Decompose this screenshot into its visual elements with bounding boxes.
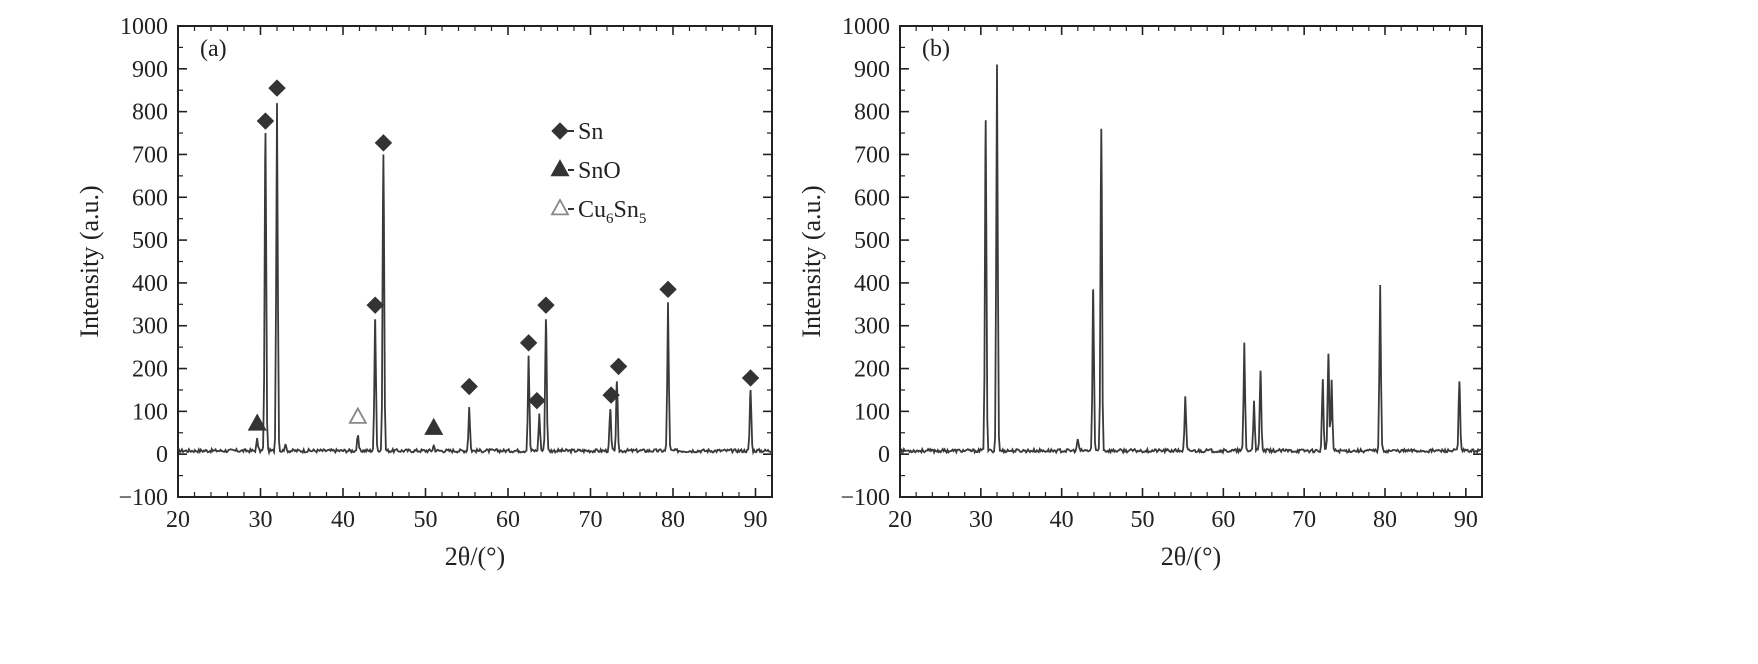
x-tick-label: 70	[1292, 507, 1316, 533]
xrd-pattern-line	[178, 103, 772, 456]
chart-panel-b: 20 30 40 50 60 70 80 90 −100 0 100 200 300 400 500 600 7…	[797, 14, 1483, 571]
y-tick-label: 300	[854, 314, 890, 340]
sn-peak-marker	[659, 280, 677, 299]
legend-sn-marker	[551, 122, 569, 140]
sn-peak-marker	[366, 296, 384, 314]
sn-peak-marker	[519, 334, 538, 352]
sn-peak-marker	[609, 357, 628, 376]
legend-label-part: 6	[606, 211, 614, 227]
legend-label: SnO	[578, 158, 621, 184]
y-tick-label: 800	[854, 100, 890, 126]
y-axis-label: Intensity (a.u.)	[797, 185, 826, 337]
sn-peak-marker	[537, 296, 555, 314]
sn-peak-marker	[460, 377, 478, 396]
y-tick-label: −100	[118, 485, 168, 511]
sn-peak-marker	[374, 134, 393, 152]
y-tick-label: 0	[156, 442, 168, 468]
sno-peak-marker	[424, 417, 444, 435]
legend-label-part: Cu	[578, 197, 606, 223]
legend-label-part: Sn	[614, 197, 639, 223]
y-tick-label: 1000	[120, 14, 168, 40]
legend-label-part: 5	[639, 211, 647, 227]
chart-panel-a: 20 30 40 50 60 70 80 90 −100 0 100 200 300 400 500 600 7…	[75, 14, 773, 571]
panel-label: (a)	[200, 36, 227, 62]
y-tick-label: 500	[132, 228, 168, 254]
y-tick-label: 0	[878, 442, 890, 468]
y-tick-label: 200	[132, 357, 168, 383]
x-tick-label: 50	[1131, 507, 1155, 533]
legend-label: Sn	[578, 119, 603, 145]
x-tick-label: 80	[661, 507, 685, 533]
xrd-pattern-line	[900, 64, 1482, 455]
x-tick-label: 20	[888, 507, 912, 533]
legend-label-cu6sn5: Cu6Sn5	[578, 197, 646, 227]
x-tick-label: 90	[1454, 507, 1478, 533]
y-tick-label: 100	[854, 399, 890, 425]
x-tick-label: 30	[249, 507, 273, 533]
x-tick-label: 60	[1211, 507, 1235, 533]
sn-peak-marker	[602, 386, 620, 404]
legend-cu6sn5-marker	[550, 198, 570, 216]
y-tick-label: 900	[854, 57, 890, 83]
x-tick-label: 50	[414, 507, 438, 533]
x-tick-label: 40	[331, 507, 355, 533]
x-axis-label: 2θ/(°)	[445, 542, 505, 571]
panel-label: (b)	[922, 36, 950, 62]
y-tick-label: 100	[132, 399, 168, 425]
sn-peak-marker	[528, 391, 546, 410]
y-tick-label: 200	[854, 357, 890, 383]
y-tick-label: 600	[132, 185, 168, 211]
y-tick-label: 700	[854, 142, 890, 168]
x-tick-label: 20	[166, 507, 190, 533]
sno-peak-marker	[247, 413, 267, 431]
cu6sn5-peak-marker	[348, 406, 368, 424]
y-tick-label: 500	[854, 228, 890, 254]
y-tick-label: 400	[132, 271, 168, 297]
y-tick-label: 700	[132, 142, 168, 168]
x-tick-label: 40	[1050, 507, 1074, 533]
y-tick-label: 1000	[842, 14, 890, 40]
x-tick-label: 70	[579, 507, 603, 533]
y-tick-label: 600	[854, 185, 890, 211]
y-tick-label: 400	[854, 271, 890, 297]
x-axis-label: 2θ/(°)	[1161, 542, 1221, 571]
legend-sno-marker	[550, 159, 570, 177]
sn-peak-marker	[268, 79, 286, 97]
x-tick-label: 60	[496, 507, 520, 533]
x-tick-label: 80	[1373, 507, 1397, 533]
y-tick-label: 300	[132, 314, 168, 340]
x-tick-label: 90	[744, 507, 768, 533]
y-axis-label: Intensity (a.u.)	[75, 185, 104, 337]
sn-peak-marker	[256, 112, 275, 130]
y-tick-label: −100	[840, 485, 890, 511]
y-tick-label: 900	[132, 57, 168, 83]
sn-peak-marker	[741, 369, 760, 387]
x-tick-label: 30	[969, 507, 993, 533]
y-tick-label: 800	[132, 100, 168, 126]
